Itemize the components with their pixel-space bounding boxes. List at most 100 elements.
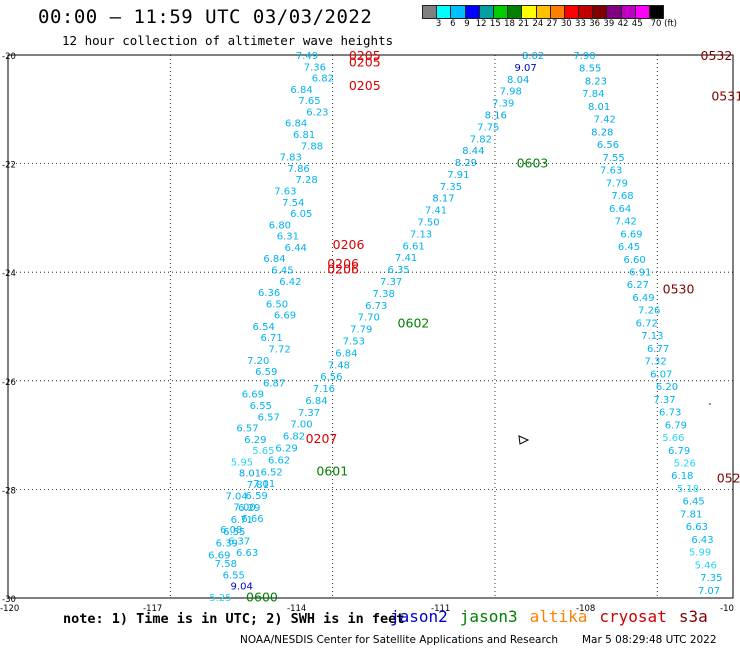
- swh-value: 6.05: [290, 209, 312, 220]
- swh-value: 6.87: [263, 378, 285, 389]
- pass-time-label: 0600: [246, 589, 278, 604]
- swh-value: 7.37: [380, 277, 402, 288]
- swh-value: 7.07: [698, 586, 720, 597]
- swh-value: 6.91: [629, 267, 651, 278]
- swh-value: 5.25: [209, 593, 231, 604]
- swh-value: 6.77: [647, 344, 669, 355]
- pass-time-label: 0530: [663, 281, 695, 296]
- swh-value: 6.43: [691, 535, 713, 546]
- satellite-label: altika: [529, 607, 588, 626]
- legend-label: 3: [435, 19, 442, 29]
- swh-value: 6.52: [260, 467, 282, 478]
- swh-value: 7.37: [298, 408, 320, 419]
- credit-text: NOAA/NESDIS Center for Satellite Applica…: [240, 634, 558, 646]
- swh-value: 6.64: [609, 204, 631, 215]
- swh-value: 6.69: [274, 311, 296, 322]
- swh-value: 7.58: [215, 559, 237, 570]
- swh-value: 6.45: [683, 497, 705, 508]
- pass-time-label: 0529: [717, 470, 740, 485]
- swh-value: 7.79: [606, 178, 628, 189]
- swh-value: 7.68: [611, 191, 633, 202]
- swh-value: 9.07: [515, 63, 537, 74]
- swh-value: 6.79: [665, 420, 687, 431]
- map-title: 00:00 – 11:59 UTC 03/03/2022: [38, 6, 373, 28]
- swh-value: 7.32: [645, 357, 667, 368]
- satellite-label: jason2: [390, 607, 448, 626]
- swh-value: 8.55: [579, 64, 601, 75]
- swh-value: 7.81: [680, 509, 702, 520]
- swh-value: 6.66: [241, 514, 263, 525]
- map-frame: [7, 54, 734, 599]
- latitude-labels: -20 -22 -24 -26 -28 -30: [2, 52, 16, 605]
- swh-value: 7.42: [615, 217, 637, 228]
- lon-tick-label: -108: [576, 604, 595, 614]
- pass-time-label: 0603: [517, 156, 549, 171]
- color-scale-legend: 3 6 9 12 15 18 21 24 27 30 33 36 39 42 45 70 (ft): [422, 5, 683, 29]
- pass-time-label: 0205: [349, 78, 381, 93]
- swh-value: 6.56: [597, 140, 619, 151]
- swh-value: 6.82: [312, 74, 334, 85]
- legend-label: 30: [560, 19, 572, 29]
- lat-tick-label: -22: [2, 161, 16, 171]
- swh-value: 7.20: [247, 356, 269, 367]
- swh-value: 6.84: [305, 396, 327, 407]
- swh-value: 6.27: [627, 280, 649, 291]
- legend-labels: 3 6 9 12 15 18 21 24 27 30 33 36 39 42 45 70 (ft): [431, 19, 683, 29]
- lat-tick-label: -24: [2, 269, 16, 279]
- lon-tick-label: -117: [143, 604, 162, 614]
- swh-value: 5.26: [674, 459, 696, 470]
- swh-value: 7.54: [282, 198, 304, 209]
- swh-value: 6.84: [285, 119, 307, 130]
- swh-value: 6.08: [220, 525, 242, 536]
- swh-value: 5.46: [695, 560, 717, 571]
- swh-value: 6.55: [250, 401, 272, 412]
- pass-time-label: 0205: [349, 55, 381, 70]
- dot-marker: [709, 403, 711, 405]
- swh-value: 7.42: [594, 115, 616, 126]
- satellite-legend: jason2 jason3 altika cryosat s3a: [390, 607, 720, 626]
- swh-value: 5.18: [677, 484, 699, 495]
- swh-value: 6.29: [244, 435, 266, 446]
- swh-value: 7.39: [492, 99, 514, 110]
- pass-time-label: 0532: [701, 48, 733, 63]
- swh-value: 7.82: [470, 134, 492, 145]
- legend-swatches: [422, 5, 683, 19]
- swh-value: 7.90: [573, 51, 595, 62]
- swh-value: 6.57: [236, 424, 258, 435]
- swh-value: 6.35: [388, 265, 410, 276]
- swh-value: 6.49: [632, 293, 654, 304]
- swh-value: 6.37: [228, 536, 250, 547]
- swh-value: 6.45: [271, 266, 293, 277]
- swh-value: 7.65: [298, 96, 320, 107]
- legend-label: 18: [504, 19, 515, 29]
- legend-label: 24: [532, 19, 544, 29]
- swh-value: 7.26: [638, 306, 660, 317]
- swh-value: 7.72: [268, 345, 290, 356]
- swh-value: 6.29: [238, 503, 260, 514]
- swh-value: 5.95: [231, 457, 253, 468]
- lon-tick-label: -120: [0, 604, 19, 614]
- swh-value: 7.28: [295, 175, 317, 186]
- swh-value: 6.45: [618, 242, 640, 253]
- map-grid: [7, 54, 734, 599]
- swh-value: 6.82: [283, 432, 305, 443]
- legend-label: 36: [589, 19, 601, 29]
- pass-time-label: 0602: [398, 316, 430, 331]
- swh-value: 7.41: [395, 253, 417, 264]
- swh-value: 7.36: [304, 62, 326, 73]
- swh-value: 6.84: [263, 254, 285, 265]
- pass-time-label: 0206: [327, 256, 359, 271]
- pass-time-label: 0205: [349, 48, 381, 63]
- swh-value: 7.53: [343, 336, 365, 347]
- swh-value: 8.23: [585, 76, 607, 87]
- swh-value: 6.71: [231, 515, 253, 526]
- swh-value: 7.81: [247, 480, 269, 491]
- swh-value: 6.39: [216, 539, 238, 550]
- swh-value: 7.88: [301, 141, 323, 152]
- swh-value: 6.84: [290, 85, 312, 96]
- swh-value: 7.84: [582, 89, 604, 100]
- lat-tick-label: -30: [2, 595, 16, 605]
- map-subtitle: 12 hour collection of altimeter wave hei…: [62, 33, 394, 48]
- swh-value: 6.69: [620, 229, 642, 240]
